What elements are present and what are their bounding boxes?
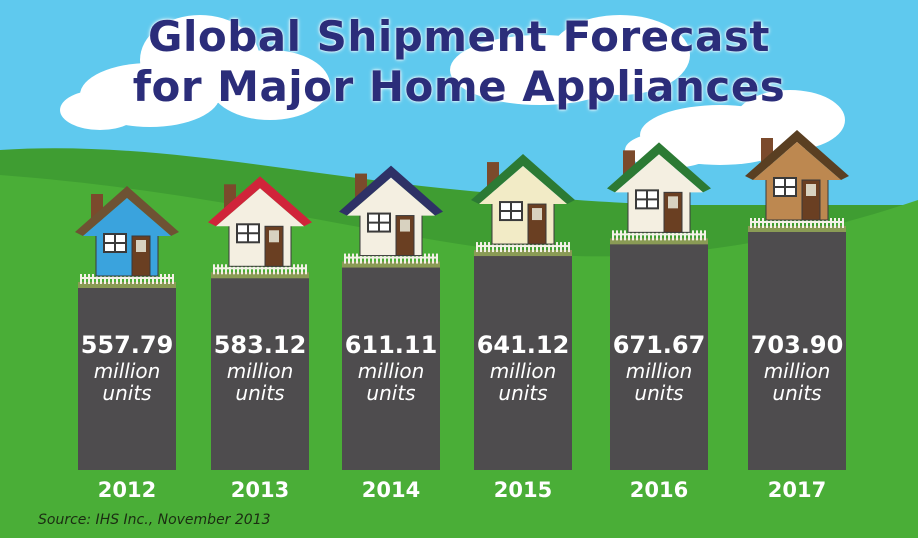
bar-grass xyxy=(78,282,176,288)
bar-2013 xyxy=(211,276,309,470)
value-label: 671.67 xyxy=(613,331,706,359)
bar-grass xyxy=(748,226,846,232)
year-label: 2014 xyxy=(362,478,420,502)
house-icon xyxy=(471,154,575,245)
unit-label: million xyxy=(227,359,294,383)
unit-label: units xyxy=(772,381,821,405)
unit-label: million xyxy=(490,359,557,383)
bar-2017 xyxy=(748,230,846,470)
bar-2012 xyxy=(78,286,176,470)
fence xyxy=(476,242,570,253)
unit-label: units xyxy=(366,381,415,405)
unit-label: units xyxy=(498,381,547,405)
cloud-center xyxy=(450,15,690,105)
house-icon xyxy=(745,130,849,221)
unit-label: units xyxy=(634,381,683,405)
year-label: 2012 xyxy=(98,478,156,502)
unit-label: million xyxy=(626,359,693,383)
unit-label: units xyxy=(102,381,151,405)
source-note: Source: IHS Inc., November 2013 xyxy=(38,512,271,528)
bar-grass xyxy=(610,238,708,245)
year-label: 2017 xyxy=(768,478,826,502)
house-icon xyxy=(208,176,312,267)
bar-grass xyxy=(342,261,440,268)
fence xyxy=(80,274,174,284)
house-icon xyxy=(339,165,443,257)
value-label: 641.12 xyxy=(477,331,570,359)
unit-label: million xyxy=(764,359,831,383)
bar-2014 xyxy=(342,265,440,470)
fence xyxy=(750,218,844,228)
fence xyxy=(612,230,706,241)
value-label: 611.11 xyxy=(345,331,438,359)
value-label: 557.79 xyxy=(81,331,174,359)
fence xyxy=(344,253,438,264)
unit-label: million xyxy=(94,359,161,383)
bars-group: 557.79millionunits2012583.12millionunits… xyxy=(75,130,849,502)
value-label: 583.12 xyxy=(214,331,307,359)
unit-label: units xyxy=(235,381,284,405)
bar-grass xyxy=(211,272,309,279)
bar-2016 xyxy=(610,242,708,470)
fence xyxy=(213,264,307,275)
year-label: 2016 xyxy=(630,478,688,502)
year-label: 2015 xyxy=(494,478,552,502)
value-label: 703.90 xyxy=(751,331,844,359)
bar-grass xyxy=(474,250,572,257)
chart-title-line1: Global Shipment Forecast xyxy=(148,12,770,61)
chart-title-line2: for Major Home Appliances xyxy=(132,62,786,111)
house-icon xyxy=(75,186,179,277)
bar-2015 xyxy=(474,254,572,470)
house-icon xyxy=(607,142,711,233)
cloud-left xyxy=(60,15,330,130)
unit-label: million xyxy=(358,359,425,383)
year-label: 2013 xyxy=(231,478,289,502)
